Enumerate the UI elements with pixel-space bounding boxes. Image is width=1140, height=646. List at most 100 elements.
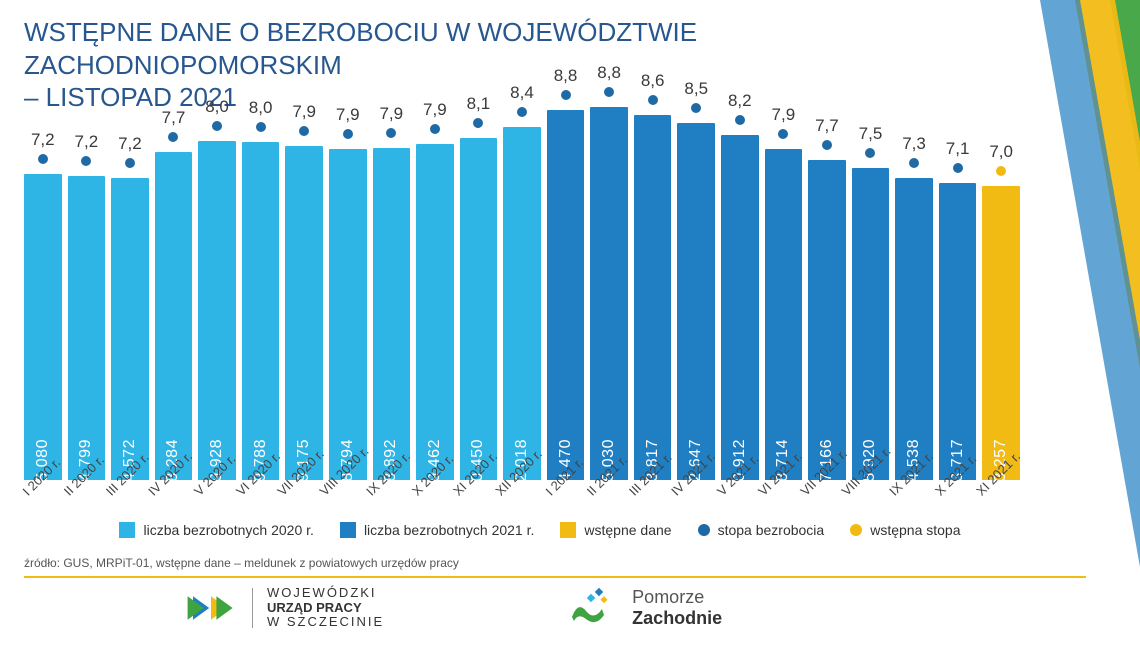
wup-logo-text: WOJEWÓDZKI URZĄD PRACY W SZCZECINIE xyxy=(267,586,384,631)
wup-logo: WOJEWÓDZKI URZĄD PRACY W SZCZECINIE xyxy=(184,586,384,631)
rate-label: 7,7 xyxy=(162,108,186,128)
rate-label: 7,0 xyxy=(989,142,1013,162)
bar-container: 45 0807,2I 2020 r.44 7997,2II 2020 r.44 … xyxy=(24,100,1020,480)
rate-marker xyxy=(735,115,745,125)
bar-column: 49 7888,0VI 2020 r. xyxy=(242,100,280,480)
slide: WSTĘPNE DANE O BEZROBOCIU W WOJEWÓDZTWIE… xyxy=(0,0,1140,646)
bar: 48 892 xyxy=(373,148,411,480)
bar: 48 794 xyxy=(329,149,367,480)
rate-label: 7,3 xyxy=(902,134,926,154)
bar: 45 080 xyxy=(24,174,62,480)
bar: 48 714 xyxy=(765,149,803,480)
rate-marker xyxy=(343,129,353,139)
rate-marker xyxy=(909,158,919,168)
legend-item-preliminary: wstępne dane xyxy=(560,522,671,538)
bar: 49 175 xyxy=(285,146,323,480)
bar-column: 43 7177,1X 2021 r. xyxy=(939,100,977,480)
bar-column: 50 4508,1XI 2020 r. xyxy=(460,100,498,480)
title-line1: WSTĘPNE DANE O BEZROBOCIU W WOJEWÓDZTWIE… xyxy=(24,17,697,80)
rate-label: 7,9 xyxy=(336,105,360,125)
rate-label: 7,9 xyxy=(379,104,403,124)
rate-label: 7,5 xyxy=(859,124,883,144)
bar-column: 48 8927,9IX 2020 r. xyxy=(373,100,411,480)
rate-label: 8,8 xyxy=(554,66,578,86)
rate-label: 8,1 xyxy=(467,94,491,114)
logo-row: WOJEWÓDZKI URZĄD PRACY W SZCZECINIE Pomo… xyxy=(24,580,1020,636)
bar-column: 48 7147,9VI 2021 r. xyxy=(765,100,803,480)
wup-logo-icon xyxy=(184,587,238,629)
legend-label: stopa bezrobocia xyxy=(718,522,825,538)
rate-marker xyxy=(386,128,396,138)
chart-area: 45 0807,2I 2020 r.44 7997,2II 2020 r.44 … xyxy=(24,100,1020,520)
legend-swatch xyxy=(850,524,862,536)
bar-column: 47 1667,7VII 2021 r. xyxy=(808,100,846,480)
rate-label: 8,5 xyxy=(684,79,708,99)
bar: 44 572 xyxy=(111,178,149,480)
rate-marker xyxy=(865,148,875,158)
rate-marker xyxy=(691,103,701,113)
rate-marker xyxy=(212,121,222,131)
bar: 55 030 xyxy=(590,107,628,480)
rate-marker xyxy=(473,118,483,128)
legend-swatch xyxy=(560,522,576,538)
bar-column: 54 4708,8I 2021 r. xyxy=(547,100,585,480)
rate-marker xyxy=(953,163,963,173)
rate-label: 8,0 xyxy=(249,98,273,118)
bar: 50 450 xyxy=(460,138,498,480)
legend-item-2020: liczba bezrobotnych 2020 r. xyxy=(119,522,313,538)
legend: liczba bezrobotnych 2020 r. liczba bezro… xyxy=(60,522,1020,538)
legend-label: wstępne dane xyxy=(584,522,671,538)
rate-label: 7,9 xyxy=(772,105,796,125)
rate-marker xyxy=(299,126,309,136)
bar: 54 470 xyxy=(547,110,585,480)
legend-label: wstępna stopa xyxy=(870,522,960,538)
legend-item-2021: liczba bezrobotnych 2021 r. xyxy=(340,522,534,538)
bar-column: 48 2847,7IV 2020 r. xyxy=(155,100,193,480)
bar-column: 44 7997,2II 2020 r. xyxy=(68,100,106,480)
legend-item-rate-preliminary: wstępna stopa xyxy=(850,522,960,538)
bar-column: 53 8178,6III 2021 r. xyxy=(634,100,672,480)
bar: 43 717 xyxy=(939,183,977,480)
rate-label: 7,1 xyxy=(946,139,970,159)
rate-label: 8,0 xyxy=(205,97,229,117)
bar-column: 48 7947,9VIII 2020 r. xyxy=(329,100,367,480)
legend-swatch xyxy=(698,524,710,536)
bar: 43 257 xyxy=(982,186,1020,480)
rate-marker xyxy=(81,156,91,166)
rate-label: 7,9 xyxy=(423,100,447,120)
legend-label: liczba bezrobotnych 2020 r. xyxy=(143,522,313,538)
rate-label: 7,7 xyxy=(815,116,839,136)
bar: 45 920 xyxy=(852,168,890,480)
pomorze-logo: Pomorze Zachodnie xyxy=(564,587,722,629)
rate-marker xyxy=(168,132,178,142)
corner-decor xyxy=(1020,0,1140,646)
rate-label: 7,9 xyxy=(292,102,316,122)
pomorze-logo-icon xyxy=(564,587,618,629)
bar: 50 912 xyxy=(721,135,759,480)
bar-column: 49 4627,9X 2020 r. xyxy=(416,100,454,480)
bar-column: 43 2577,0XI 2021 r. xyxy=(982,100,1020,480)
pomorze-logo-text: Pomorze Zachodnie xyxy=(632,587,722,628)
bar: 44 538 xyxy=(895,178,933,480)
bar-column: 52 0188,4XII 2020 r. xyxy=(503,100,541,480)
bar: 49 928 xyxy=(198,141,236,480)
rate-marker xyxy=(517,107,527,117)
rate-marker xyxy=(604,87,614,97)
rate-marker xyxy=(256,122,266,132)
legend-label: liczba bezrobotnych 2021 r. xyxy=(364,522,534,538)
bar: 52 647 xyxy=(677,123,715,480)
bar-column: 55 0308,8II 2021 r. xyxy=(590,100,628,480)
rate-marker xyxy=(778,129,788,139)
bar-column: 45 0807,2I 2020 r. xyxy=(24,100,62,480)
rate-label: 8,4 xyxy=(510,83,534,103)
rate-marker xyxy=(648,95,658,105)
rate-label: 7,2 xyxy=(31,130,55,150)
bar-column: 44 5387,3IX 2021 r. xyxy=(895,100,933,480)
bar: 48 284 xyxy=(155,152,193,480)
rate-marker xyxy=(561,90,571,100)
rate-marker xyxy=(430,124,440,134)
rate-marker xyxy=(125,158,135,168)
legend-swatch xyxy=(119,522,135,538)
bar-column: 49 1757,9VII 2020 r. xyxy=(285,100,323,480)
bar-column: 44 5727,2III 2020 r. xyxy=(111,100,149,480)
